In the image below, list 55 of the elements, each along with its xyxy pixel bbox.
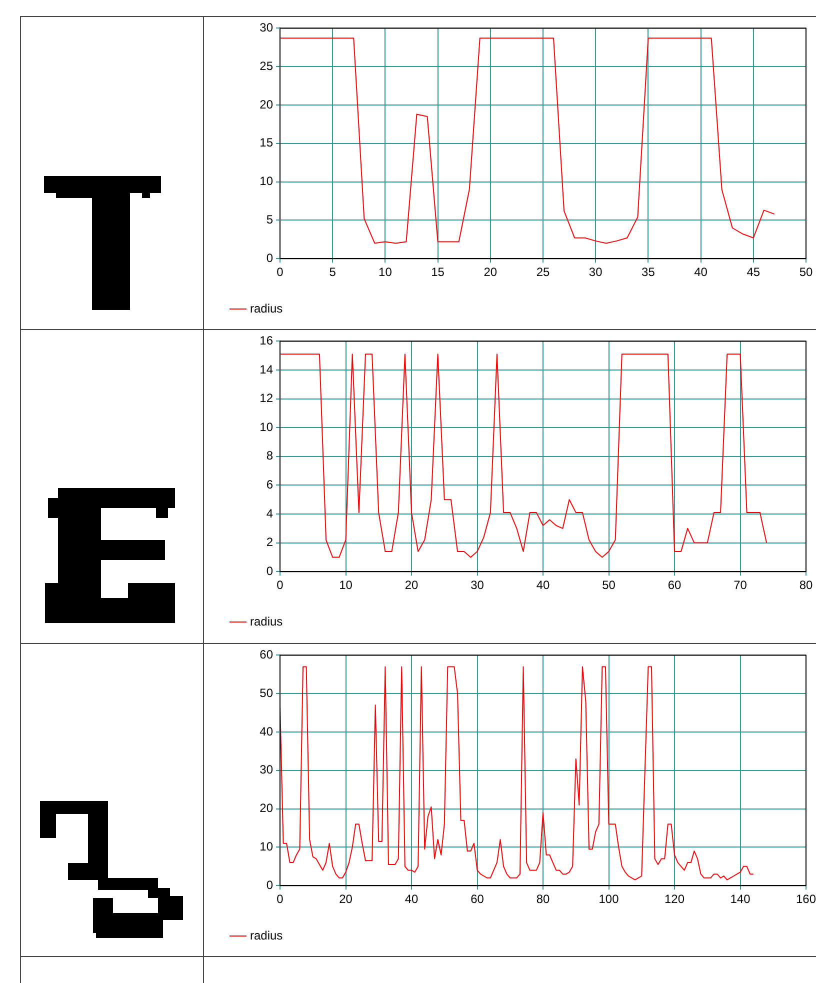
- x-tick-label: 0: [276, 578, 284, 592]
- x-tick-label: 140: [730, 892, 751, 906]
- x-tick-label: 100: [598, 892, 620, 906]
- y-tick-label: 5: [266, 212, 274, 227]
- x-tick-label: 10: [378, 265, 392, 280]
- y-tick-label: 15: [260, 136, 274, 150]
- y-tick-label: 2: [266, 535, 274, 550]
- y-tick-label: 4: [266, 506, 274, 520]
- x-tick-label: 60: [470, 892, 484, 906]
- y-tick-label: 6: [266, 478, 274, 492]
- y-tick-label: 30: [260, 762, 274, 777]
- y-tick-label: 0: [266, 250, 274, 265]
- x-tick-label: 40: [404, 892, 418, 906]
- y-tick-label: 10: [260, 174, 274, 188]
- legend-label: radius: [250, 301, 283, 316]
- y-tick-label: 30: [260, 20, 274, 35]
- x-tick-label: 40: [694, 265, 708, 280]
- y-tick-label: 0: [266, 878, 274, 892]
- y-tick-label: 20: [260, 97, 274, 112]
- x-tick-label: 120: [664, 892, 685, 906]
- x-tick-label: 160: [796, 892, 816, 906]
- x-tick-label: 20: [404, 578, 418, 592]
- x-tick-label: 40: [536, 578, 550, 592]
- x-tick-label: 70: [734, 578, 748, 592]
- x-tick-label: 5: [329, 265, 336, 280]
- x-tick-label: 0: [276, 265, 284, 280]
- x-tick-label: 45: [746, 265, 760, 280]
- x-tick-label: 80: [799, 578, 813, 592]
- y-tick-label: 40: [260, 724, 274, 738]
- x-tick-label: 25: [536, 265, 550, 280]
- x-tick-label: 30: [470, 578, 484, 592]
- x-tick-label: 60: [668, 578, 682, 592]
- y-tick-label: 10: [260, 420, 274, 434]
- x-tick-label: 15: [431, 265, 445, 280]
- x-tick-label: 10: [339, 578, 353, 592]
- x-tick-label: 20: [484, 265, 498, 280]
- x-tick-label: 20: [339, 892, 353, 906]
- x-tick-label: 50: [602, 578, 616, 592]
- y-tick-label: 20: [260, 801, 274, 816]
- y-tick-label: 14: [260, 362, 274, 376]
- x-tick-label: 80: [536, 892, 550, 906]
- x-tick-label: 50: [799, 265, 813, 280]
- y-tick-label: 60: [260, 648, 274, 662]
- y-tick-label: 10: [260, 840, 274, 854]
- x-tick-label: 0: [276, 892, 284, 906]
- y-tick-label: 50: [260, 686, 274, 700]
- legend-label: radius: [250, 928, 283, 942]
- y-tick-label: 12: [260, 391, 274, 406]
- y-tick-label: 8: [266, 448, 274, 463]
- x-tick-label: 30: [588, 265, 603, 280]
- y-tick-label: 16: [260, 334, 274, 348]
- y-tick-label: 0: [266, 564, 274, 578]
- y-tick-label: 25: [260, 58, 274, 73]
- x-tick-label: 35: [642, 265, 656, 280]
- legend-label: radius: [250, 614, 283, 628]
